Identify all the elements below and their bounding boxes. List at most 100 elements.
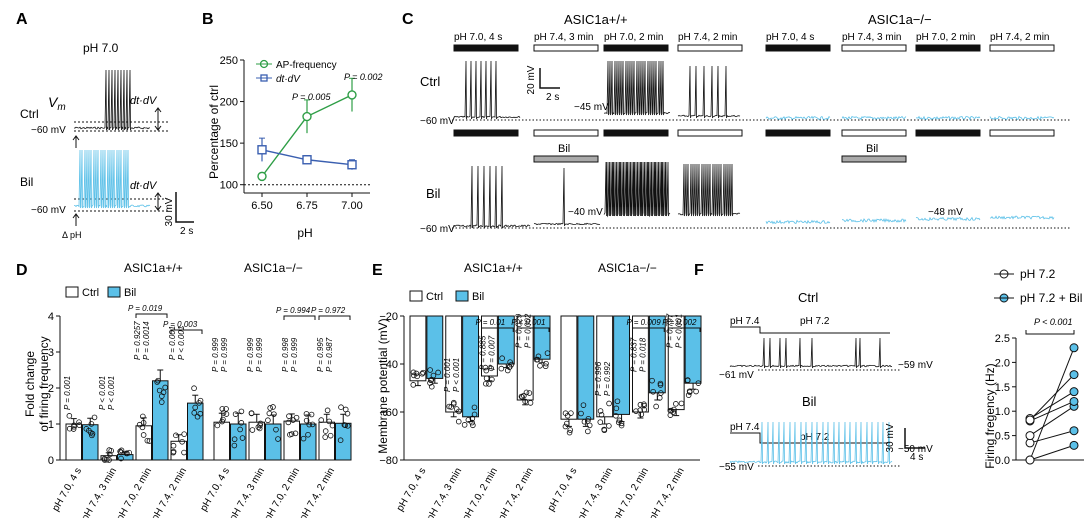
d-y-axis-label-1: Fold change bbox=[23, 351, 37, 417]
e-dot-1-3-1-1 bbox=[695, 380, 702, 386]
c-trace-ctrl-ko-3 bbox=[989, 115, 1055, 121]
d-dot-1-2-1-4 bbox=[309, 421, 316, 428]
a-stim-arrow-ctrl bbox=[72, 135, 80, 148]
e-dot-1-1-0-2 bbox=[597, 419, 604, 425]
d-bar-1-2-0 bbox=[283, 420, 300, 461]
d-dot-1-1-0-3 bbox=[256, 425, 263, 432]
d-dot-1-2-0-5 bbox=[293, 414, 300, 421]
c-group-wt: ASIC1a+/+ bbox=[564, 12, 628, 27]
f-row-label-bil: Bil bbox=[802, 394, 817, 409]
d-dot-0-2-1-4 bbox=[158, 399, 165, 405]
a-scale-bar bbox=[175, 192, 194, 223]
e-bracket-pval-0: P = 0.01 bbox=[476, 318, 506, 327]
f-pval-bracket bbox=[1025, 330, 1075, 335]
c-cond-label-1: pH 7.4, 3 min bbox=[534, 32, 593, 43]
d-dot-1-1-0-6 bbox=[249, 427, 256, 433]
e-dot-1-2-0-1 bbox=[637, 407, 643, 414]
e-dot-0-2-0-6 bbox=[486, 381, 492, 387]
e-dot-1-1-0-6 bbox=[601, 427, 608, 434]
f-pair-line-3 bbox=[1029, 400, 1075, 422]
f-step-line-bil bbox=[730, 432, 890, 444]
f-trace-ctrl bbox=[729, 337, 893, 369]
d-bar-1-2-1 bbox=[300, 423, 317, 461]
c-trace-bil-wt-4 bbox=[677, 163, 741, 217]
d-bracket-pval-1: P = 0.003 bbox=[163, 320, 198, 329]
f-legend-72-bil: pH 7.2 + Bil bbox=[1020, 291, 1082, 305]
d-dot-1-0-0-2 bbox=[214, 422, 221, 429]
e-pval-wt-1-0: P = 0.885 bbox=[479, 335, 488, 370]
d-legend-swatch-bil bbox=[107, 286, 121, 298]
a-vlevel-ctrl: −60 mV bbox=[31, 125, 66, 136]
d-dot-1-1-0-4 bbox=[255, 424, 262, 430]
d-dot-1-3-0-6 bbox=[322, 428, 329, 434]
d-pval-ko-1-0: P = 0.999 bbox=[246, 337, 255, 372]
e-dot-1-2-1-3 bbox=[653, 403, 659, 410]
d-dot-0-3-1-5 bbox=[191, 410, 198, 416]
e-dot-1-0-1-1 bbox=[585, 428, 591, 435]
e-dot-0-2-1-0 bbox=[498, 365, 505, 372]
e-legend-swatch-bil bbox=[455, 290, 469, 302]
d-dot-0-0-1-5 bbox=[89, 432, 95, 439]
e-dot-0-0-0-2 bbox=[410, 382, 417, 388]
f-legend-72: pH 7.2 bbox=[1020, 267, 1056, 281]
e-dot-0-3-1-0 bbox=[544, 350, 551, 356]
d-dot-1-3-0-0 bbox=[327, 432, 334, 439]
d-dot-0-0-0-5 bbox=[76, 419, 82, 425]
d-dot-1-3-1-1 bbox=[337, 437, 344, 444]
e-dot-0-0-0-6 bbox=[420, 369, 426, 376]
c-cond-label-2: pH 7.0, 2 min bbox=[604, 32, 663, 43]
f-y-axis-label: Firing fregency (Hz) bbox=[983, 363, 997, 468]
c-trace-ctrl-wt-3 bbox=[603, 60, 671, 116]
d-dot-1-2-1-5 bbox=[306, 421, 313, 428]
c-stim-bar-bil-6 bbox=[915, 129, 981, 137]
f-step-74-bil: pH 7.4 bbox=[730, 422, 760, 433]
c-scale-voltage: 20 mV bbox=[526, 65, 537, 94]
d-pval-ko-0-0: P = 0.999 bbox=[211, 337, 220, 372]
b-pval-2: P = 0.002 bbox=[344, 72, 382, 82]
a-scale-voltage: 30 mV bbox=[164, 197, 175, 226]
d-dot-1-2-0-4 bbox=[292, 430, 299, 437]
d-dot-0-1-0-6 bbox=[106, 457, 112, 463]
e-dot-1-3-0-6 bbox=[668, 407, 675, 414]
d-dot-0-0-0-2 bbox=[70, 426, 77, 432]
e-group-ko: ASIC1a−/− bbox=[598, 261, 657, 275]
e-bar-0-1-1 bbox=[462, 315, 479, 418]
c-bil-bar-0 bbox=[533, 155, 599, 163]
f-pair-line-6 bbox=[1029, 347, 1075, 461]
c-stim-bar-ctrl-2 bbox=[603, 44, 669, 52]
c-stim-bar-ctrl-1 bbox=[533, 44, 599, 52]
f-point-72-bil-1 bbox=[1069, 426, 1079, 436]
e-dot-1-1-1-4 bbox=[618, 422, 625, 429]
e-dot-0-0-0-4 bbox=[414, 373, 420, 380]
f-scale-time: 4 s bbox=[910, 452, 923, 463]
e-dot-1-1-1-5 bbox=[614, 398, 621, 405]
c-vlevel-ctrl: −60 mV bbox=[420, 116, 455, 127]
e-dot-0-1-0-4 bbox=[446, 403, 453, 410]
e-dot-1-0-1-4 bbox=[581, 418, 588, 425]
d-dot-0-3-1-2 bbox=[196, 400, 202, 406]
d-dot-0-2-0-5 bbox=[136, 421, 143, 428]
c-stim-bar-bil-2 bbox=[603, 129, 669, 137]
d-dot-1-3-1-6 bbox=[341, 422, 348, 428]
d-dot-1-2-0-6 bbox=[287, 431, 293, 438]
d-dot-0-1-0-5 bbox=[106, 451, 113, 458]
e-dot-0-3-0-2 bbox=[519, 394, 525, 400]
a-vlevel-bil: −60 mV bbox=[31, 205, 66, 216]
e-dot-0-3-1-6 bbox=[542, 363, 549, 370]
e-dot-1-0-0-6 bbox=[564, 420, 570, 427]
c-stim-bar-bil-4 bbox=[765, 129, 831, 137]
d-dot-1-3-1-5 bbox=[342, 406, 349, 413]
d-dot-0-3-0-4 bbox=[170, 442, 177, 449]
d-pval-wt-1-0: P < 0.001 bbox=[98, 376, 107, 410]
f-ytick-label-1.5: 1.5 bbox=[995, 382, 1010, 394]
e-pval-wt-0-0: P = 0.001 bbox=[443, 358, 452, 392]
e-dot-0-1-1-3 bbox=[471, 404, 478, 411]
d-y-axis-label-2: of firing frequency bbox=[37, 336, 51, 431]
e-dot-1-1-0-0 bbox=[606, 400, 612, 407]
d-ytick-label-1: 1 bbox=[48, 419, 54, 431]
d-dot-0-3-1-4 bbox=[191, 385, 197, 392]
c-trace-bil-wt-1 bbox=[453, 165, 531, 229]
f-step-72-bil: pH 7.2 bbox=[800, 432, 830, 443]
e-dot-0-3-0-3 bbox=[522, 398, 529, 405]
panel-letter-a: A bbox=[16, 11, 28, 28]
